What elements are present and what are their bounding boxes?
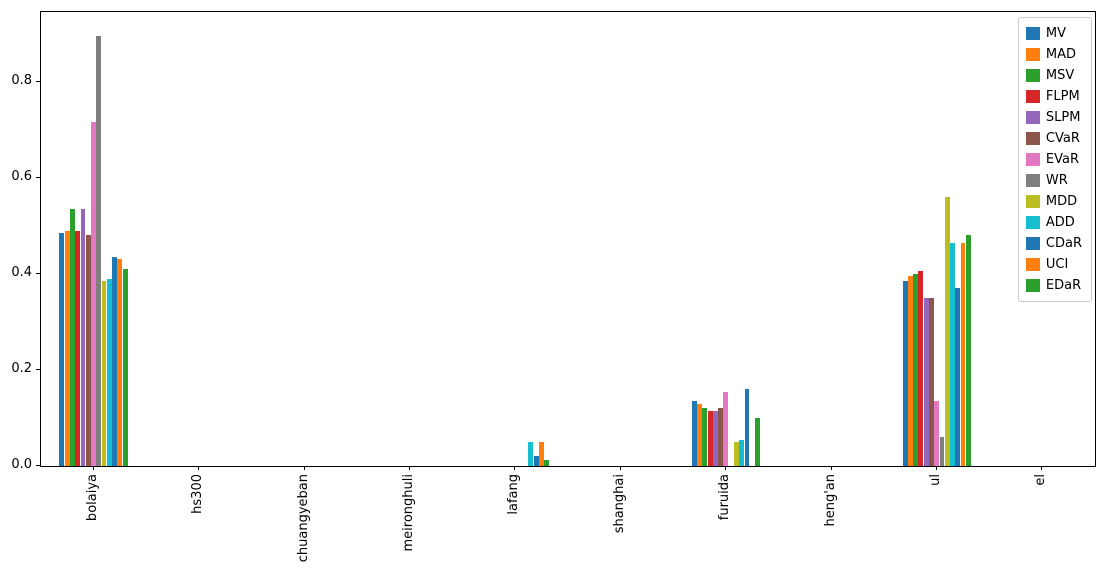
bar-uci-bolaiya [117, 259, 123, 466]
bar-add-lafang [528, 441, 534, 466]
bar-uci-lafang [539, 441, 544, 466]
bar-mad-bolaiya [64, 230, 70, 466]
x-tick-label: shanghai [611, 474, 627, 534]
chart-legend: MV MAD MSV FLPM SLPM CVaR EVaR WR MDD ADD CDaR UCI E… [1017, 17, 1092, 302]
legend-label: UCI [1045, 256, 1069, 272]
legend-color-swatch-icon [1025, 48, 1040, 61]
bar-msv-bolaiya [69, 208, 75, 466]
bar-cdar-lafang [533, 456, 539, 466]
bar-slpm-ul [923, 297, 929, 466]
x-tick-label: bolaiya [84, 474, 100, 522]
bar-cdar-bolaiya [112, 257, 117, 466]
legend-label: ADD [1045, 214, 1075, 230]
legend-color-swatch-icon [1025, 237, 1040, 250]
legend-color-swatch-icon [1025, 279, 1040, 292]
bar-flpm-ul [918, 271, 924, 466]
bar-edar-lafang [544, 460, 550, 466]
legend-item: EVaR [1025, 149, 1082, 170]
bar-wr-bolaiya [96, 36, 102, 466]
legend-label: MAD [1045, 46, 1077, 62]
bar-uci-ul [960, 242, 966, 466]
legend-label: WR [1045, 172, 1068, 188]
legend-color-swatch-icon [1025, 258, 1040, 271]
y-tick-label: 0.4 [11, 264, 32, 280]
bar-cvar-ul [928, 297, 934, 466]
legend-color-swatch-icon [1025, 216, 1040, 229]
legend-item: MV [1025, 23, 1082, 44]
legend-label: CDaR [1045, 235, 1082, 251]
bar-evar-furuida [723, 391, 729, 466]
bar-evar-bolaiya [91, 122, 96, 466]
bar-mdd-bolaiya [101, 281, 107, 466]
bar-mv-ul [902, 281, 908, 466]
bar-mad-ul [907, 276, 913, 466]
bar-slpm-furuida [712, 410, 718, 466]
x-tick-label: lafang [506, 474, 522, 515]
legend-label: MSV [1045, 67, 1075, 83]
legend-item: MSV [1025, 65, 1082, 86]
bar-mdd-ul [944, 196, 950, 466]
bar-mv-furuida [691, 401, 697, 466]
bar-add-ul [950, 242, 955, 466]
legend-color-swatch-icon [1025, 195, 1040, 208]
legend-label: MDD [1045, 193, 1078, 209]
bar-edar-furuida [755, 417, 760, 466]
legend-color-swatch-icon [1025, 174, 1040, 187]
x-tick-label: el [1033, 474, 1049, 486]
legend-label: EDaR [1045, 277, 1082, 293]
bar-edar-ul [965, 235, 971, 466]
bar-cvar-furuida [718, 408, 724, 466]
x-tick-label: meironghuli [400, 474, 416, 552]
bars-layer [41, 12, 1095, 466]
x-tick-label: heng'an [822, 474, 838, 527]
y-tick-label: 0.8 [11, 72, 32, 88]
y-tick-label: 0.6 [11, 168, 32, 184]
x-tick-label: hs300 [190, 474, 206, 514]
bar-cdar-furuida [744, 389, 750, 466]
legend-color-swatch-icon [1025, 90, 1040, 103]
bar-slpm-bolaiya [80, 208, 86, 466]
y-tick-label: 0.0 [11, 457, 32, 472]
bar-msv-furuida [702, 408, 708, 466]
bar-flpm-bolaiya [75, 230, 81, 466]
y-tick-label: 0.2 [11, 360, 32, 376]
legend-label: EVaR [1045, 151, 1080, 167]
legend-item: MAD [1025, 44, 1082, 65]
legend-item: UCI [1025, 254, 1082, 275]
x-tick-label: ul [927, 474, 943, 486]
bar-mdd-furuida [734, 441, 739, 466]
bar-evar-ul [934, 401, 940, 466]
legend-label: FLPM [1045, 88, 1080, 104]
x-tick-label: chuangyeban [295, 474, 311, 563]
legend-color-swatch-icon [1025, 111, 1040, 124]
legend-item: CVaR [1025, 128, 1082, 149]
legend-label: CVaR [1045, 130, 1080, 146]
bar-cdar-ul [955, 288, 961, 466]
legend-item: FLPM [1025, 86, 1082, 107]
plot-area [40, 11, 1096, 467]
legend-label: SLPM [1045, 109, 1081, 125]
bar-add-furuida [739, 439, 745, 466]
bar-mv-bolaiya [59, 232, 65, 466]
bar-wr-ul [939, 437, 945, 466]
bar-add-bolaiya [106, 278, 112, 466]
bar-mad-furuida [697, 403, 702, 466]
legend-item: CDaR [1025, 233, 1082, 254]
x-tick-label: furuida [717, 474, 733, 521]
bar-msv-ul [913, 273, 919, 466]
bar-edar-bolaiya [122, 269, 128, 466]
legend-color-swatch-icon [1025, 27, 1040, 40]
legend-item: MDD [1025, 191, 1082, 212]
legend-item: EDaR [1025, 275, 1082, 296]
bar-flpm-furuida [707, 410, 713, 466]
legend-color-swatch-icon [1025, 69, 1040, 82]
legend-color-swatch-icon [1025, 153, 1040, 166]
bar-cvar-bolaiya [85, 235, 91, 466]
legend-item: SLPM [1025, 107, 1082, 128]
legend-item: WR [1025, 170, 1082, 191]
legend-item: ADD [1025, 212, 1082, 233]
legend-label: MV [1045, 25, 1067, 41]
legend-color-swatch-icon [1025, 132, 1040, 145]
